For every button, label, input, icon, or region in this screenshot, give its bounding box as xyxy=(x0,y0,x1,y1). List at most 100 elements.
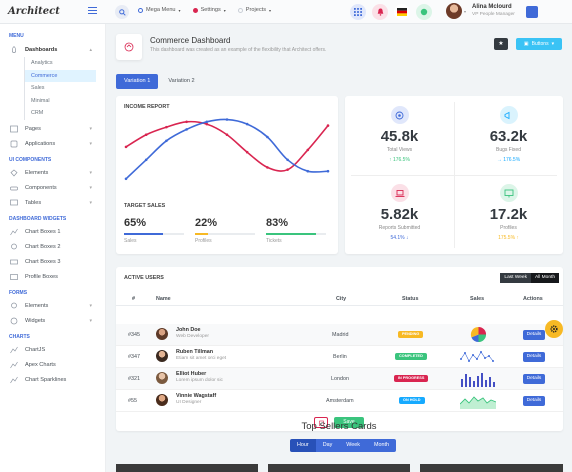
notification-bell-icon[interactable] xyxy=(372,4,388,20)
avatar xyxy=(156,350,168,362)
sidebar-sub-analytics[interactable]: Analytics xyxy=(24,57,96,70)
tab-variation-2[interactable]: Variation 2 xyxy=(168,78,195,84)
row-city: Madrid xyxy=(332,332,349,338)
mega-menu-label: Mega Menu xyxy=(146,7,176,13)
delete-button[interactable] xyxy=(314,417,328,428)
hamburger-menu-icon[interactable] xyxy=(88,7,97,16)
app-logo[interactable]: Architect xyxy=(8,6,60,17)
series-1-point-4 xyxy=(205,120,209,124)
star-button[interactable]: ★ xyxy=(494,38,508,50)
section-dashboard-widgets: DASHBOARD WIDGETS xyxy=(9,215,67,222)
series-0-point-9 xyxy=(306,148,310,152)
target-icon xyxy=(390,106,409,124)
sidebar-item-components[interactable]: Components ▾ xyxy=(10,181,96,196)
settings-gear-icon[interactable] xyxy=(545,320,563,338)
col-name: Name xyxy=(156,296,171,302)
sidebar-sub-crm[interactable]: CRM xyxy=(24,107,96,120)
business-time-icon: ▣ xyxy=(523,41,529,47)
chat-icon[interactable] xyxy=(416,4,432,20)
last-week-button[interactable]: Last Week xyxy=(500,273,531,283)
row-city: Berlin xyxy=(333,354,347,360)
sidebar-item-chart-boxes-2[interactable]: Chart Boxes 2 xyxy=(10,240,96,255)
series-0-point-6 xyxy=(245,150,249,154)
chevron-down-icon: ▾ xyxy=(89,200,92,206)
sidebar-item-pages[interactable]: Pages ▾ xyxy=(10,122,96,137)
details-button[interactable]: Details xyxy=(523,396,545,406)
search-icon[interactable] xyxy=(115,5,129,19)
details-button[interactable]: Details xyxy=(523,352,545,362)
sidebar-item-tables[interactable]: Tables ▾ xyxy=(10,196,96,211)
section-charts: CHARTS xyxy=(9,333,30,340)
sidebar-item-label: Chart Sparklines xyxy=(25,377,67,383)
avatar[interactable] xyxy=(446,3,462,19)
id-card-icon xyxy=(10,273,18,281)
series-0-point-8 xyxy=(286,168,289,171)
language-flag-icon[interactable] xyxy=(394,4,410,20)
segment-week[interactable]: Week xyxy=(339,439,367,452)
stat-label: Bugs Fixed xyxy=(495,147,521,153)
sidebar-sub-sales[interactable]: Sales xyxy=(24,82,96,95)
calendar-icon[interactable] xyxy=(526,6,538,18)
status-badge: PENDING xyxy=(398,331,424,338)
sidebar-item-apex-charts[interactable]: Apex Charts xyxy=(10,358,96,373)
settings-link[interactable]: Settings ▾ xyxy=(192,7,226,13)
app-header: Architect Mega Menu ▾ Settings ▾ Project… xyxy=(0,0,572,24)
stat-profiles: 17.2k Profiles 175.5% ↑ xyxy=(457,184,560,262)
series-1-point-1 xyxy=(144,158,148,162)
settings-label: Settings xyxy=(200,7,221,13)
mega-menu-link[interactable]: Mega Menu ▾ xyxy=(138,7,181,13)
progress-bar xyxy=(124,233,184,235)
sidebar-item-chart-boxes-1[interactable]: Chart Boxes 1 xyxy=(10,225,96,240)
sidebar-item-profile-boxes[interactable]: Profile Boxes xyxy=(10,270,96,285)
chevron-down-icon: ▾ xyxy=(178,7,181,13)
sidebar-item-dashboards[interactable]: Dashboards ▴ xyxy=(10,42,96,57)
user-role: Web Developer xyxy=(176,334,209,339)
graph-icon xyxy=(10,361,18,369)
graph-icon xyxy=(10,346,18,354)
sidebar-item-form-widgets[interactable]: Widgets ▾ xyxy=(10,314,96,329)
sidebar-item-chart-boxes-3[interactable]: Chart Boxes 3 xyxy=(10,255,96,270)
section-forms: FORMS xyxy=(9,289,28,296)
sidebar-item-form-elements[interactable]: Elements ▾ xyxy=(10,299,96,314)
series-1-point-7 xyxy=(266,135,269,139)
col-id: # xyxy=(132,296,135,302)
segment-day[interactable]: Day xyxy=(315,439,340,452)
all-month-button[interactable]: All Month xyxy=(531,273,559,283)
sidebar-item-chartjs[interactable]: ChartJS xyxy=(10,343,96,358)
sidebar-sub-minimal[interactable]: Minimal xyxy=(24,94,96,107)
arrow-up-icon: ↑ xyxy=(389,157,393,163)
metric-sales: 65% Sales xyxy=(124,217,184,244)
sidebar-item-label: Chart Boxes 3 xyxy=(25,259,61,265)
stat-trend: 54.1% ↓ xyxy=(390,235,409,241)
buttons-dropdown[interactable]: ▣ Buttons ▾ xyxy=(516,38,562,50)
sidebar-item-chart-sparklines[interactable]: Chart Sparklines xyxy=(10,373,96,388)
projects-link[interactable]: Projects ▾ xyxy=(237,7,271,13)
series-line-1 xyxy=(125,118,329,180)
diamond-icon xyxy=(10,169,18,177)
series-0-point-2 xyxy=(165,125,168,129)
save-button[interactable]: Save xyxy=(334,417,364,428)
row-id: #55 xyxy=(128,398,137,404)
details-button[interactable]: Details xyxy=(523,374,545,384)
page-subtitle: This dashboard was created as an example… xyxy=(150,47,327,53)
progress-bar xyxy=(266,233,326,235)
grid-apps-icon[interactable] xyxy=(350,4,366,20)
chevron-down-icon: ▾ xyxy=(89,126,92,132)
col-city: City xyxy=(336,296,347,302)
segment-hour[interactable]: Hour xyxy=(290,439,316,452)
sidebar-item-applications[interactable]: Applications ▾ xyxy=(10,137,96,152)
segment-month[interactable]: Month xyxy=(366,439,396,452)
details-button[interactable]: Details xyxy=(523,330,545,340)
metric-label: Profiles xyxy=(195,238,212,244)
user-menu[interactable]: ▾ Alina Mclourd VP People Manager xyxy=(446,3,515,19)
stat-reports-submitted: 5.82k Reports Submitted 54.1% ↓ xyxy=(348,184,451,262)
joy-icon xyxy=(10,317,18,325)
tab-variation-1[interactable]: Variation 1 xyxy=(116,74,159,89)
sidebar-sub-commerce[interactable]: Commerce xyxy=(24,69,96,82)
user-role: Etiam sit amet orci eget xyxy=(176,356,227,361)
sidebar: MENU Dashboards ▴ Analytics Commerce Sal… xyxy=(0,24,106,472)
sidebar-item-elements[interactable]: Elements ▾ xyxy=(10,166,96,181)
sidebar-item-label: Chart Boxes 1 xyxy=(25,229,61,235)
user-name: Vinnie Wagstaff xyxy=(176,393,217,399)
user-name: Ruben Tillman xyxy=(176,349,214,355)
